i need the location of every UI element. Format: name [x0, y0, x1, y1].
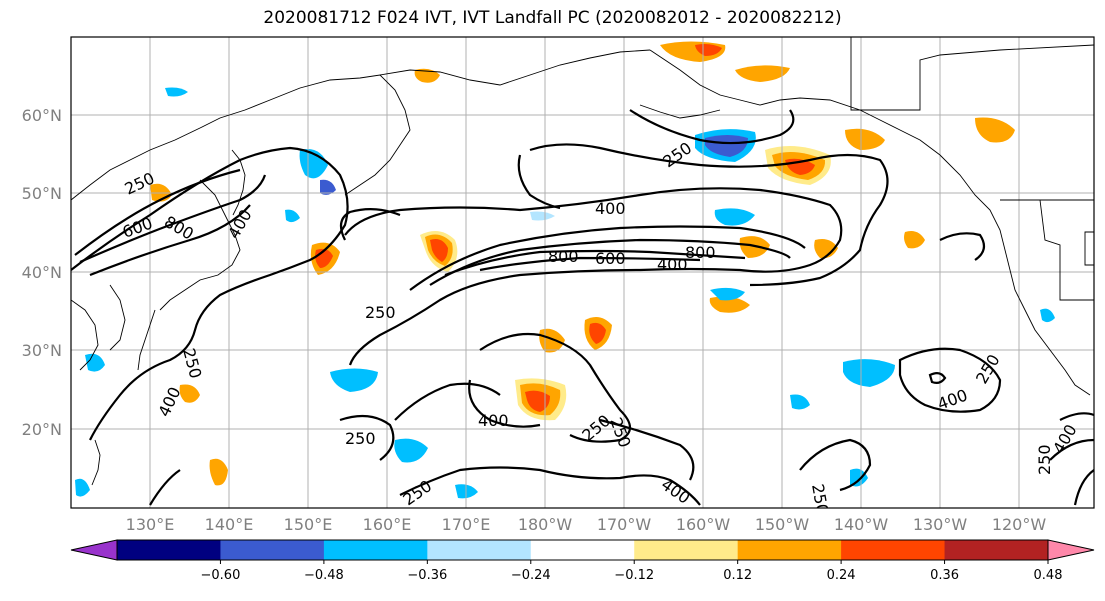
lon-label: 150°E	[284, 515, 333, 534]
colorbar-tick-label: −0.36	[407, 568, 447, 583]
lon-label: 160°W	[676, 515, 731, 534]
colorbar-segment	[427, 540, 532, 560]
contour-label: 250	[808, 482, 832, 515]
colorbar-extend-high	[1047, 539, 1095, 561]
lat-label: 60°N	[22, 106, 62, 125]
ivt-contours	[71, 109, 1094, 506]
lat-label: 40°N	[22, 263, 62, 282]
contour-label: 400	[658, 475, 694, 508]
colorbar-extend-low	[70, 539, 118, 561]
contour-label: 250	[1035, 444, 1054, 475]
lon-label: 130°E	[126, 515, 175, 534]
colorbar-tick-label: −0.48	[304, 568, 344, 583]
contour-label: 250	[659, 138, 695, 171]
coastlines	[71, 37, 1094, 486]
lon-label: 130°W	[913, 515, 968, 534]
colorbar-ticks: −0.60 −0.48 −0.36 −0.24 −0.12 0.12 0.24 0.36 0.4…	[201, 560, 1063, 583]
negative-anomaly-patches	[75, 87, 1055, 499]
contour-label: 250	[179, 346, 205, 380]
colorbar-segment	[841, 540, 946, 560]
lon-label: 180°W	[518, 515, 573, 534]
contour-label: 250	[365, 303, 396, 322]
colorbar-segment	[117, 540, 221, 560]
contour-label: 250	[606, 415, 634, 450]
colorbar-segment	[530, 540, 635, 560]
lon-label: 170°W	[597, 515, 652, 534]
colorbar-tick-label: −0.24	[511, 568, 551, 583]
positive-anomaly-patches	[150, 41, 1015, 486]
colorbar-segment	[944, 540, 1049, 560]
graticule	[71, 37, 1094, 508]
contour-label: 600	[595, 249, 626, 268]
lat-label: 20°N	[22, 420, 62, 439]
contour-label: 800	[685, 243, 716, 262]
colorbar-segment	[737, 540, 842, 560]
contour-label: 800	[548, 247, 579, 266]
lon-label: 120°W	[992, 515, 1047, 534]
map-frame	[70, 36, 1095, 509]
colorbar-tick-label: −0.60	[201, 568, 241, 583]
colorbar-segment	[634, 540, 739, 560]
colorbar-segment	[220, 540, 325, 560]
colorbar-tick-label: 0.36	[930, 568, 959, 583]
figure-title: 2020081712 F024 IVT, IVT Landfall PC (20…	[263, 8, 842, 28]
colorbar-tick-label: −0.12	[614, 568, 654, 583]
contour-label: 400	[478, 411, 509, 430]
contour-label: 250	[345, 429, 376, 448]
longitude-labels: 130°E 140°E 150°E 160°E 170°E 180°W 170°…	[126, 515, 1047, 534]
colorbar: −0.60 −0.48 −0.36 −0.24 −0.12 0.12 0.24 0.36 0.4…	[70, 539, 1095, 583]
lon-label: 150°W	[755, 515, 810, 534]
contour-label: 400	[657, 255, 688, 274]
lon-label: 140°E	[205, 515, 254, 534]
lon-label: 160°E	[363, 515, 412, 534]
colorbar-segments	[116, 539, 1049, 561]
colorbar-tick-label: 0.48	[1034, 568, 1063, 583]
lat-label: 50°N	[22, 184, 62, 203]
colorbar-outline	[116, 539, 1049, 561]
contour-label: 400	[595, 199, 626, 218]
lat-label: 30°N	[22, 341, 62, 360]
lon-label: 170°E	[442, 515, 491, 534]
colorbar-segment	[323, 540, 428, 560]
colorbar-tick-label: 0.24	[827, 568, 856, 583]
colorbar-tick-label: 0.12	[723, 568, 752, 583]
latitude-labels: 60°N 50°N 40°N 30°N 20°N	[22, 106, 62, 439]
lon-label: 140°W	[834, 515, 889, 534]
